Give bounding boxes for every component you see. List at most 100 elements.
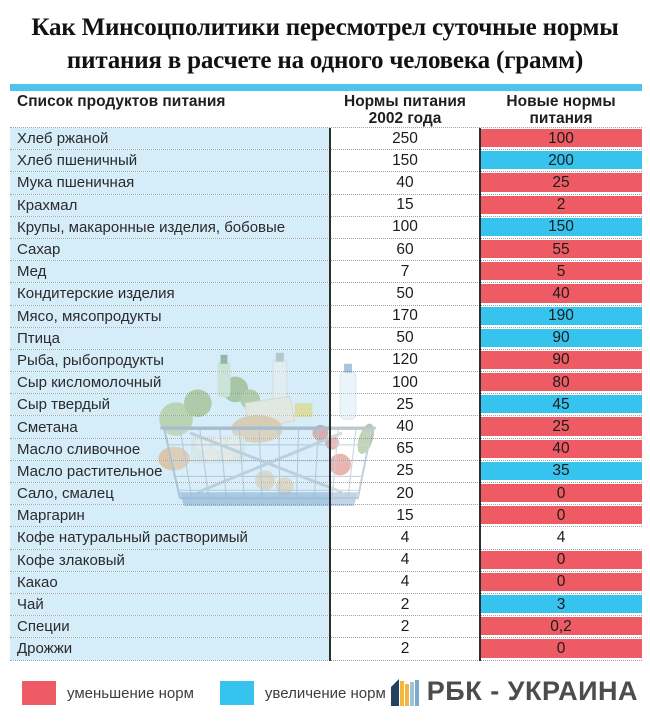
norm-2002-cell: 170 — [392, 307, 418, 325]
norm-2002-cell: 2 — [400, 639, 410, 657]
rbc-logo-icon — [390, 678, 419, 706]
norm-2002-cell: 25 — [396, 395, 414, 413]
legend: уменьшение норм увеличение норм — [22, 681, 386, 705]
table-row: Мясо, мясопродукты 170 190 — [10, 305, 642, 328]
new-norm-cell: 150 — [480, 217, 642, 238]
rbc-ukraine-logo: РБК - УКРАИНА — [390, 676, 638, 707]
table-row: Кондитерские изделия 50 40 — [10, 283, 642, 306]
column-divider — [479, 128, 481, 661]
norm-2002-cell: 2 — [400, 617, 410, 635]
table-row: Дрожжи 2 0 — [10, 638, 642, 661]
new-norm-cell: 90 — [480, 328, 642, 349]
product-cell: Мука пшеничная — [10, 172, 330, 194]
table-row: Птица 50 90 — [10, 327, 642, 350]
product-cell: Кондитерские изделия — [10, 283, 330, 305]
new-norm-cell: 0 — [480, 550, 642, 571]
table-row: Хлеб пшеничный 150 200 — [10, 150, 642, 173]
new-norm-cell: 2 — [480, 195, 642, 216]
product-cell: Кофе натуральный растворимый — [10, 527, 330, 549]
table-row: Маргарин 15 0 — [10, 505, 642, 528]
new-norm-cell: 100 — [480, 128, 642, 149]
norm-2002-cell: 4 — [400, 573, 410, 591]
new-norm-cell: 190 — [480, 306, 642, 327]
product-cell: Хлеб пшеничный — [10, 150, 330, 172]
table-row: Чай 2 3 — [10, 593, 642, 617]
column-header-norms-2002: Нормы питания 2002 года — [344, 93, 466, 127]
product-cell: Сметана — [10, 416, 330, 438]
new-norm-cell: 0,2 — [480, 616, 642, 637]
norm-2002-cell: 4 — [400, 528, 410, 546]
new-norm-cell: 45 — [480, 394, 642, 415]
product-cell: Масло растительное — [10, 460, 330, 482]
norm-2002-cell: 40 — [396, 173, 414, 191]
table-row: Сахар 60 55 — [10, 238, 642, 262]
product-cell: Специи — [10, 616, 330, 638]
norm-2002-cell: 25 — [396, 462, 414, 480]
new-norm-cell: 0 — [480, 483, 642, 504]
legend-label-decrease: уменьшение норм — [67, 684, 194, 702]
product-cell: Дрожжи — [10, 638, 330, 660]
product-cell: Рыба, рыбопродукты — [10, 349, 330, 372]
norm-2002-cell: 250 — [392, 129, 418, 147]
table-row: Кофе натуральный растворимый 4 4 — [10, 527, 642, 550]
norm-2002-cell: 65 — [396, 440, 414, 458]
table-header: Список продуктов питания Нормы питания 2… — [10, 91, 642, 128]
product-cell: Хлеб ржаной — [10, 128, 330, 150]
norm-2002-cell: 150 — [392, 151, 418, 169]
product-cell: Крупы, макаронные изделия, бобовые — [10, 216, 330, 238]
product-cell: Сахар — [10, 238, 330, 261]
legend-item-increase: увеличение норм — [219, 681, 386, 705]
table-row: Крупы, макаронные изделия, бобовые 100 150 — [10, 216, 642, 239]
table-row: Масло сливочное 65 40 — [10, 438, 642, 461]
column-header-products: Список продуктов питания — [17, 93, 226, 110]
table-grid: Список продуктов питания Нормы питания 2… — [10, 91, 642, 661]
new-norm-cell: 90 — [480, 350, 642, 371]
table-row: Специи 2 0,2 — [10, 616, 642, 639]
product-cell: Маргарин — [10, 505, 330, 527]
table-row: Мед 7 5 — [10, 261, 642, 284]
decrease-color-swatch — [22, 681, 56, 705]
new-norm-cell: 0 — [480, 638, 642, 659]
product-cell: Кофе злаковый — [10, 549, 330, 571]
table-row: Сметана 40 25 — [10, 416, 642, 439]
food-norms-table: Список продуктов питания Нормы питания 2… — [10, 84, 642, 661]
new-norm-cell: 40 — [480, 439, 642, 460]
product-cell: Мед — [10, 261, 330, 283]
product-cell: Какао — [10, 571, 330, 593]
new-norm-cell: 25 — [480, 172, 642, 193]
table-row: Какао 4 0 — [10, 571, 642, 594]
norm-2002-cell: 50 — [396, 329, 414, 347]
page-title: Как Минсоцполитики пересмотрел суточные … — [31, 14, 619, 74]
new-norm-cell: 3 — [480, 594, 642, 615]
product-cell: Сало, смалец — [10, 483, 330, 505]
product-cell: Мясо, мясопродукты — [10, 305, 330, 327]
new-norm-cell: 80 — [480, 372, 642, 393]
new-norm-cell: 5 — [480, 261, 642, 282]
table-row: Масло растительное 25 35 — [10, 460, 642, 483]
product-cell: Масло сливочное — [10, 438, 330, 460]
new-norm-cell: 0 — [480, 572, 642, 593]
norm-2002-cell: 100 — [392, 218, 418, 236]
column-header-new-norms: Новые нормы питания — [506, 93, 616, 127]
norm-2002-cell: 40 — [396, 418, 414, 436]
table-row: Сыр твердый 25 45 — [10, 394, 642, 417]
table-row: Мука пшеничная 40 25 — [10, 172, 642, 195]
norm-2002-cell: 60 — [396, 240, 414, 258]
logo-text: РБК - УКРАИНА — [426, 676, 638, 706]
norm-2002-cell: 2 — [400, 595, 410, 613]
product-cell: Сыр твердый — [10, 394, 330, 416]
table-row: Сало, смалец 20 0 — [10, 483, 642, 506]
norm-2002-cell: 50 — [396, 284, 414, 302]
new-norm-cell: 55 — [480, 239, 642, 260]
table-row: Крахмал 15 2 — [10, 194, 642, 217]
increase-color-swatch — [219, 681, 254, 705]
new-norm-cell: 0 — [480, 505, 642, 526]
norm-2002-cell: 20 — [396, 484, 414, 502]
norm-2002-cell: 15 — [396, 506, 414, 524]
new-norm-cell: 40 — [480, 283, 642, 304]
new-norm-cell: 25 — [480, 416, 642, 437]
product-cell: Крахмал — [10, 194, 330, 216]
new-norm-cell: 35 — [480, 461, 642, 482]
legend-label-increase: увеличение норм — [264, 684, 386, 702]
